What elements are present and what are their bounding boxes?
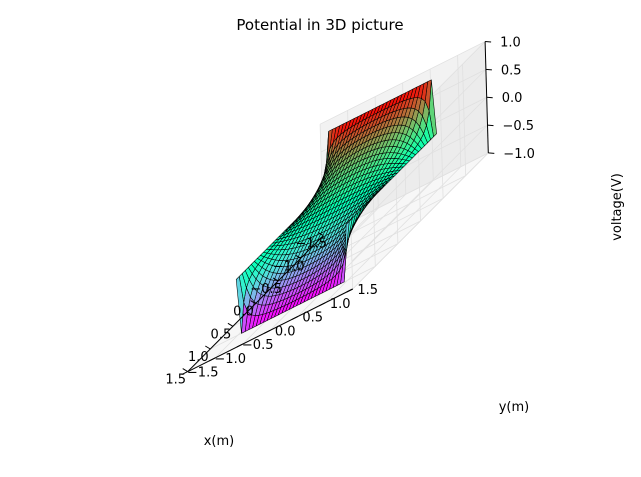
z-tick-mark [487, 124, 494, 127]
x-tick-label: 0.0 [233, 305, 254, 320]
x-tick-mark [250, 300, 256, 305]
y-tick-mark [263, 329, 271, 334]
axis-ticks: −1.5−1.0−0.50.00.51.01.5 −1.5−1.0−0.50.00… [165, 36, 535, 388]
x-tick-mark [272, 277, 279, 282]
z-tick-label: −1.0 [503, 147, 535, 162]
z-tick-label: 0.5 [501, 63, 522, 78]
y-tick-mark [291, 316, 298, 321]
x-tick-label: 1.5 [165, 373, 186, 388]
y-tick-mark [236, 343, 243, 348]
y-axis-label: y(m) [499, 400, 530, 415]
y-tick-label: −1.5 [187, 366, 219, 381]
z-tick-mark [485, 68, 492, 71]
y-tick-label: 1.0 [330, 297, 351, 312]
x-tick-mark [227, 322, 234, 327]
x-tick-mark [182, 368, 188, 373]
x-tick-label: −1.5 [296, 237, 328, 252]
z-axis-label: voltage(V) [610, 173, 625, 241]
z-tick-label: 0.0 [502, 91, 523, 106]
y-tick-label: −1.0 [214, 352, 246, 367]
x-tick-label: −0.5 [250, 282, 282, 297]
x-tick-mark [205, 345, 211, 350]
x-tick-label: 1.0 [188, 350, 209, 365]
y-tick-mark [346, 288, 353, 293]
x-tick-label: 0.5 [211, 327, 232, 342]
y-tick-label: 0.5 [302, 311, 323, 326]
potential-surface [235, 79, 437, 334]
z-tick-label: −0.5 [503, 119, 535, 134]
y-tick-mark [181, 371, 188, 376]
z-tick-label: 1.0 [500, 36, 521, 51]
x-tick-mark [318, 232, 324, 237]
y-tick-label: 0.0 [275, 324, 296, 339]
z-tick-mark [485, 41, 492, 43]
y-tick-label: 1.5 [357, 283, 378, 298]
z-tick-mark [488, 152, 495, 154]
y-tick-label: −0.5 [242, 338, 274, 353]
y-tick-mark [318, 302, 326, 307]
z-tick-mark [486, 96, 493, 99]
y-tick-mark [208, 357, 216, 362]
x-tick-label: −1.0 [273, 259, 305, 274]
x-tick-mark [295, 254, 301, 259]
x-axis-label: x(m) [204, 434, 235, 449]
surface-patch [235, 276, 244, 334]
chart-title: Potential in 3D picture [236, 16, 403, 34]
